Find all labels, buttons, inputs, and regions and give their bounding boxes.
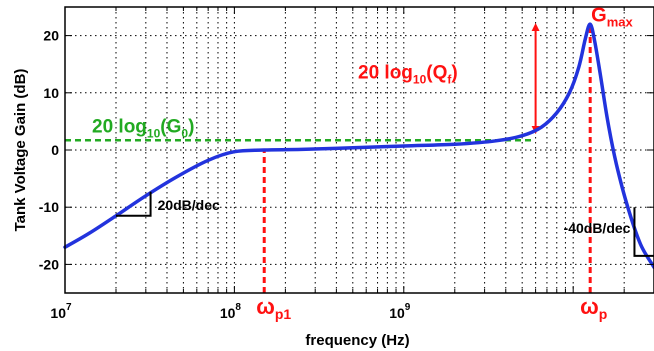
x-tick-label: 107 (50, 302, 72, 321)
gmax-label: Gmax (591, 4, 633, 29)
y-tick-label: -10 (39, 199, 59, 215)
slope-markers (115, 191, 654, 257)
x-tick-base: 10 (389, 305, 405, 321)
gain-curve (63, 22, 654, 270)
slope-down-label: -40dB/dec (564, 220, 631, 236)
x-tick-base: 10 (220, 305, 236, 321)
grid-lines (64, 7, 654, 293)
annotations: 20 log10(G0) 20 log10(Qf) Gmax ωp1 ωp 20dB/de… (92, 4, 634, 322)
axis-ticks (64, 7, 654, 293)
x-tick-label: 108 (220, 302, 242, 321)
x-tick-exponent: 9 (405, 302, 411, 313)
qf-label: 20 log10(Qf) (358, 63, 458, 87)
reference-lines (65, 23, 592, 293)
wp1-label: ωp1 (256, 294, 291, 322)
x-tick-base: 10 (50, 305, 66, 321)
data-series (63, 22, 654, 270)
slope-up-label: 20dB/dec (158, 197, 220, 213)
x-tick-exponent: 7 (66, 302, 72, 313)
slope-triangle (115, 191, 152, 217)
y-tick-label: 0 (51, 142, 59, 158)
y-axis-title: Tank Voltage Gain (dB) (12, 69, 29, 232)
y-tick-label: 10 (43, 85, 59, 101)
y-tick-label: 20 (43, 28, 59, 44)
x-axis-title: frequency (Hz) (305, 332, 409, 349)
wp-label: ωp (580, 294, 607, 322)
x-tick-exponent: 8 (235, 302, 241, 313)
g0-label: 20 log10(G0) (92, 116, 194, 140)
slope-triangle (633, 207, 654, 257)
x-tick-label: 109 (389, 302, 411, 321)
y-tick-label: -20 (39, 256, 59, 272)
